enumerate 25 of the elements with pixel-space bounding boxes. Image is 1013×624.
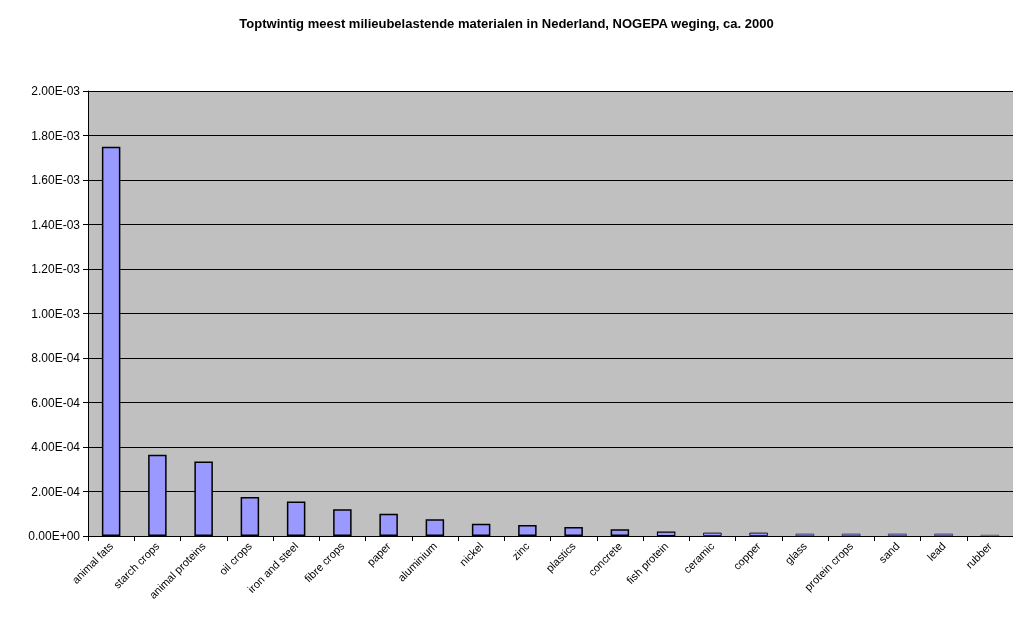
y-tick-label: 2.00E-04 bbox=[31, 484, 81, 499]
bar bbox=[379, 513, 398, 536]
bar bbox=[286, 501, 306, 536]
bar bbox=[333, 509, 352, 536]
y-tick-label: 8.00E-04 bbox=[31, 351, 81, 365]
x-tick-label: zinc bbox=[509, 539, 532, 563]
bar bbox=[610, 529, 630, 536]
y-tick-label: 0.00E+00 bbox=[28, 529, 81, 543]
bar bbox=[240, 497, 260, 536]
y-tick-label: 4.00E-04 bbox=[31, 440, 81, 454]
bar bbox=[518, 524, 537, 536]
bar bbox=[425, 519, 445, 536]
y-tick-label: 1.20E-03 bbox=[31, 262, 81, 276]
y-tick-label: 1.40E-03 bbox=[31, 217, 81, 232]
bar bbox=[656, 531, 676, 536]
bar bbox=[564, 527, 583, 536]
y-tick-label: 6.00E-04 bbox=[31, 395, 81, 410]
y-tick-label: 1.00E-03 bbox=[31, 306, 81, 321]
bar bbox=[703, 532, 722, 536]
chart-title: Toptwintig meest milieubelastende materialen in Nederland, NOGEPA weging, ca. 2000 bbox=[239, 16, 774, 31]
bar bbox=[749, 532, 768, 536]
y-tick-label: 2.00E-03 bbox=[31, 84, 81, 98]
y-tick-label: 1.80E-03 bbox=[31, 128, 81, 143]
bar bbox=[471, 523, 491, 536]
y-tick-label: 1.60E-03 bbox=[31, 173, 81, 187]
